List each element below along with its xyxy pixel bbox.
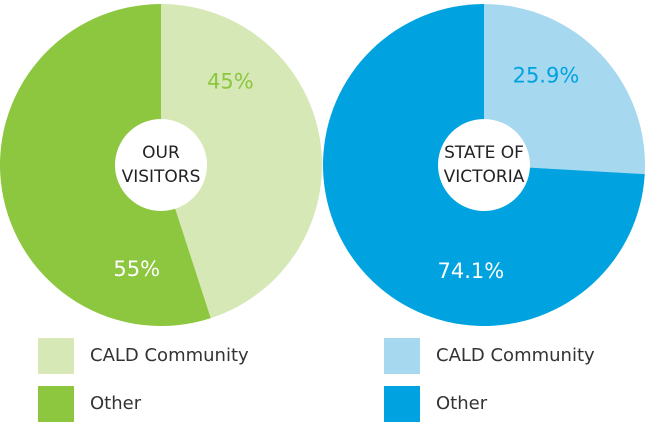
legend-swatch <box>384 338 420 374</box>
legend-label: CALD Community <box>90 345 249 366</box>
center-label: STATE OF <box>444 143 524 163</box>
legend-label: Other <box>90 393 142 414</box>
legend-swatch <box>38 386 74 422</box>
legend-label: CALD Community <box>436 345 595 366</box>
value-label: 55% <box>113 257 160 281</box>
pie-slice <box>484 4 646 175</box>
center-label: VISITORS <box>122 167 201 187</box>
pie-slice <box>0 4 211 326</box>
pie-slice <box>161 4 322 319</box>
value-label: 74.1% <box>437 259 504 283</box>
value-label: 45% <box>207 69 254 93</box>
legend-swatch <box>38 338 74 374</box>
value-label: 25.9% <box>513 64 580 88</box>
center-label: OUR <box>142 143 180 163</box>
center-label: VICTORIA <box>444 167 525 187</box>
pie-slice <box>323 4 645 326</box>
legend-swatch <box>384 386 420 422</box>
legend-label: Other <box>436 393 488 414</box>
